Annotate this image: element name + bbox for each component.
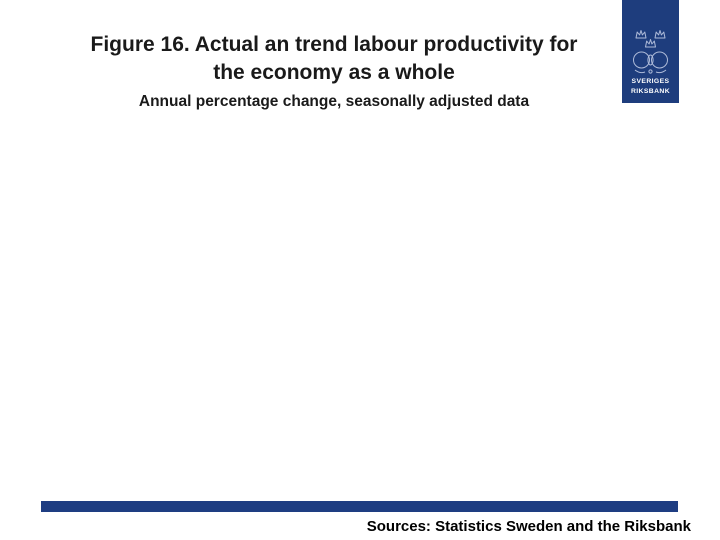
title-block: Figure 16. Actual an trend labour produc… — [30, 31, 638, 111]
slide-title-line-2: the economy as a whole — [213, 61, 455, 84]
logo-text-line-1: SVERIGES — [632, 78, 670, 85]
logo-text-line-2: RIKSBANK — [631, 88, 670, 95]
empty-chart-area — [40, 120, 680, 490]
footer-accent-bar — [41, 501, 678, 512]
source-caption: Sources: Statistics Sweden and the Riksb… — [366, 518, 691, 535]
slide-title-line-1: Figure 16. Actual an trend labour produc… — [90, 33, 578, 56]
riksbank-logo: SVERIGES RIKSBANK — [622, 0, 679, 103]
riksbank-three-crowns-emblem-icon: SVERIGES RIKSBANK — [631, 30, 670, 95]
slide-subtitle: Annual percentage change, seasonally adj… — [138, 93, 530, 110]
